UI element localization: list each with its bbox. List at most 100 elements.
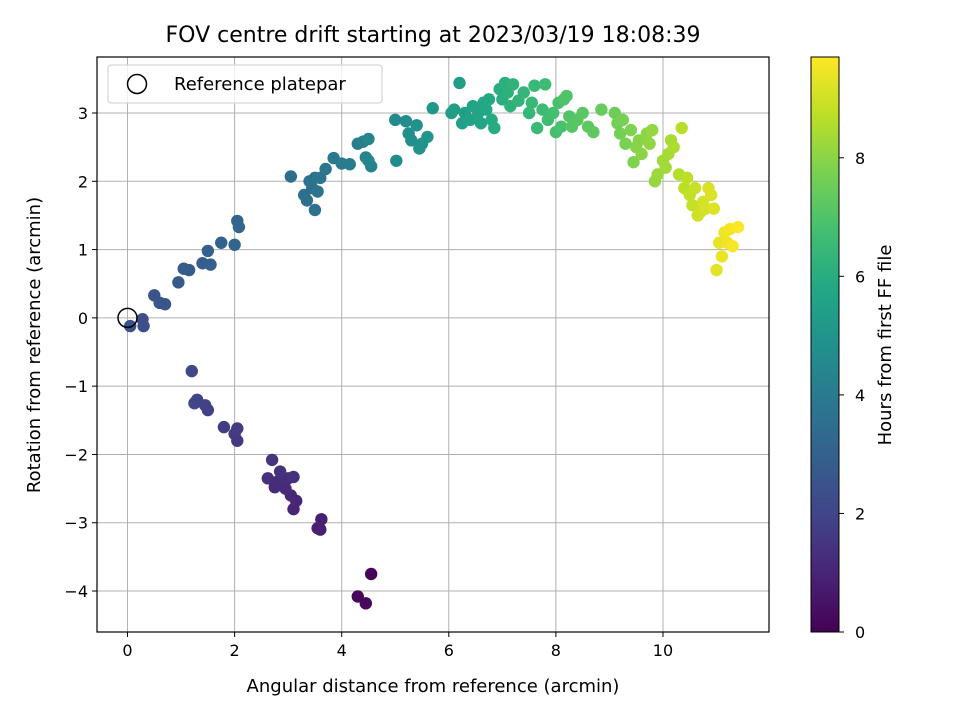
data-point — [522, 106, 536, 120]
data-point — [182, 263, 196, 277]
data-point — [547, 106, 560, 120]
data-point — [726, 239, 739, 253]
y-tick-label: −3 — [64, 514, 88, 533]
data-point — [643, 137, 656, 150]
data-point — [646, 123, 659, 137]
colorbar: 0 2 4 6 8 Hours from first FF file — [810, 56, 896, 642]
data-point — [474, 117, 488, 130]
data-point — [201, 244, 215, 258]
data-point — [410, 119, 423, 132]
data-point — [228, 238, 241, 251]
data-point — [273, 465, 287, 478]
reference-platepar-marker — [117, 307, 138, 329]
data-point — [616, 113, 630, 127]
data-point — [667, 140, 680, 154]
scatter-points — [124, 76, 745, 610]
x-tick-label: 6 — [444, 641, 454, 660]
colorbar-tick-label: 2 — [855, 504, 865, 523]
data-point — [217, 420, 231, 434]
data-point — [710, 263, 723, 277]
data-point — [731, 220, 745, 234]
data-point — [587, 125, 600, 139]
data-point — [530, 121, 544, 135]
y-tick-label: 2 — [78, 172, 88, 191]
data-point — [576, 106, 589, 120]
data-point — [707, 202, 721, 215]
data-point — [659, 161, 672, 174]
data-point — [595, 103, 608, 116]
data-point — [715, 250, 729, 263]
data-point — [215, 236, 228, 249]
data-point — [482, 93, 496, 106]
legend-entry-label: Reference platepar — [174, 74, 346, 95]
colorbar-tick-label: 8 — [855, 149, 865, 168]
x-tick-label: 10 — [653, 641, 673, 660]
legend-marker — [126, 73, 148, 95]
data-point — [319, 162, 332, 176]
data-point — [124, 319, 137, 333]
data-point — [613, 127, 627, 140]
data-point — [538, 78, 552, 91]
data-point — [204, 258, 217, 271]
y-axis-ticks: −4 −3 −2 −1 0 1 2 3 — [64, 104, 97, 601]
data-point — [560, 89, 573, 103]
data-point — [172, 276, 185, 289]
data-point — [680, 171, 694, 185]
data-point — [506, 78, 520, 91]
data-point — [188, 397, 201, 410]
y-axis-label: Rotation from reference (arcmin) — [24, 197, 45, 493]
data-point — [426, 102, 439, 115]
data-point — [555, 120, 568, 133]
data-point — [231, 422, 244, 435]
data-point — [308, 203, 322, 217]
plot-frame — [96, 56, 770, 633]
chart-title: FOV centre drift starting at 2023/03/19 … — [166, 23, 701, 48]
data-point — [137, 319, 150, 333]
data-point — [390, 154, 403, 167]
data-point — [421, 130, 434, 144]
data-point — [364, 567, 378, 581]
x-tick-label: 0 — [122, 641, 132, 660]
y-tick-label: −4 — [64, 582, 88, 601]
data-point — [536, 103, 549, 116]
data-point — [624, 123, 638, 137]
data-point — [362, 154, 375, 167]
data-point — [704, 188, 718, 202]
colorbar-tick-label: 6 — [855, 267, 865, 286]
y-tick-label: −1 — [64, 377, 88, 396]
y-tick-label: 0 — [78, 309, 88, 328]
legend-box — [107, 64, 383, 104]
data-point — [343, 158, 356, 171]
data-point — [627, 155, 640, 169]
data-point — [525, 96, 538, 109]
data-point — [359, 597, 372, 610]
data-point — [635, 147, 648, 161]
y-tick-label: 3 — [78, 104, 88, 123]
data-point — [453, 76, 466, 90]
data-point — [287, 470, 300, 484]
y-tick-label: 1 — [78, 241, 88, 260]
data-point — [284, 170, 298, 183]
x-tick-label: 4 — [337, 641, 347, 660]
data-point — [300, 194, 314, 207]
data-point — [675, 121, 688, 135]
x-tick-label: 8 — [551, 641, 561, 660]
data-point — [480, 103, 493, 116]
y-tick-label: −2 — [64, 445, 88, 464]
data-point — [232, 220, 246, 234]
reference-marker — [117, 307, 138, 329]
data-point — [268, 481, 281, 494]
colorbar-tick-label: 0 — [855, 623, 865, 642]
colorbar-label: Hours from first FF file — [875, 245, 896, 446]
data-point — [405, 134, 418, 147]
data-point — [528, 79, 541, 92]
data-point — [688, 181, 702, 195]
data-point — [517, 86, 530, 99]
data-point — [311, 522, 324, 535]
x-axis-label: Angular distance from reference (arcmin) — [247, 676, 620, 697]
x-tick-label: 2 — [230, 641, 240, 660]
colorbar-gradient — [810, 56, 840, 633]
colorbar-ticks: 0 2 4 6 8 — [839, 149, 865, 642]
data-point — [158, 298, 172, 311]
